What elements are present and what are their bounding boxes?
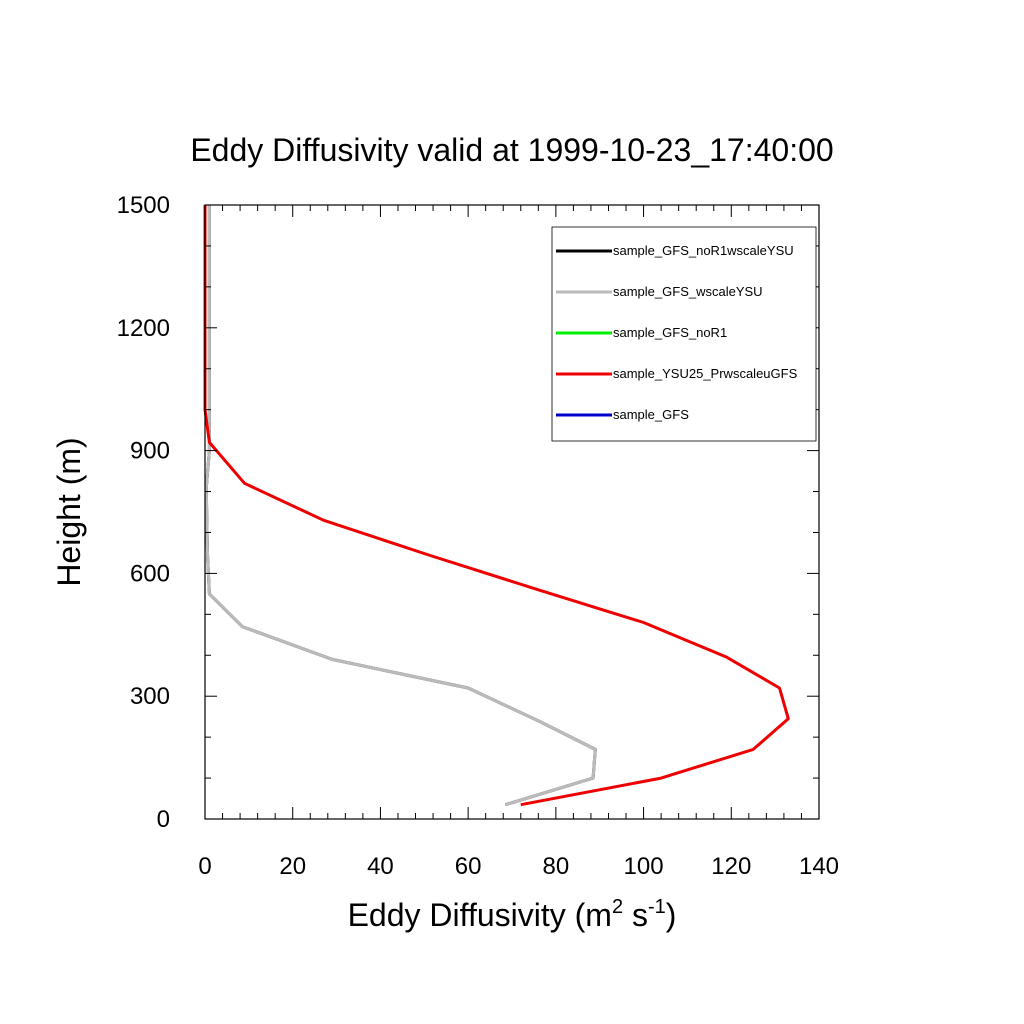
x-tick-label: 40: [367, 853, 394, 880]
legend-label: sample_GFS_wscaleYSU: [613, 284, 763, 299]
x-tick-labels: 0 20 40 60 80 100 120 140: [198, 853, 839, 880]
plot-frame: [204, 204, 820, 820]
y-axis-title: Height (m): [51, 437, 87, 586]
x-tick-label: 20: [279, 853, 306, 880]
x-tick-label: 0: [198, 853, 211, 880]
y-tick-label: 1200: [117, 315, 170, 342]
y-tick-label: 0: [157, 806, 170, 833]
legend-items: sample_GFS_noR1wscaleYSU sample_GFS_wscal…: [556, 243, 798, 422]
x-axis-title: Eddy Diffusivity (m2 s-1): [348, 896, 677, 933]
legend-label: sample_GFS_noR1wscaleYSU: [613, 243, 794, 258]
y-tick-label: 600: [130, 560, 170, 587]
y-tick-label: 900: [130, 438, 170, 465]
x-tick-label: 120: [711, 853, 751, 880]
series-line-4: [203, 205, 790, 807]
y-tick-label: 300: [130, 683, 170, 710]
legend-label: sample_GFS_noR1: [613, 325, 727, 340]
x-tick-label: 60: [455, 853, 482, 880]
series-line-2: [204, 205, 597, 807]
series-layer: [203, 205, 790, 807]
legend: sample_GFS_noR1wscaleYSU sample_GFS_wscal…: [551, 226, 817, 442]
x-tick-label: 140: [799, 853, 839, 880]
chart-title: Eddy Diffusivity valid at 1999-10-23_17:…: [190, 132, 833, 168]
x-tick-label: 100: [624, 853, 664, 880]
series-line-1: [204, 205, 597, 807]
y-tick-labels: 0 300 600 900 1200 1500: [117, 192, 170, 833]
legend-label: sample_YSU25_PrwscaleuGFS: [613, 366, 798, 381]
x-tick-label: 80: [543, 853, 570, 880]
ticks-layer: [204, 204, 820, 820]
y-tick-label: 1500: [117, 192, 170, 219]
legend-label: sample_GFS: [613, 407, 689, 422]
